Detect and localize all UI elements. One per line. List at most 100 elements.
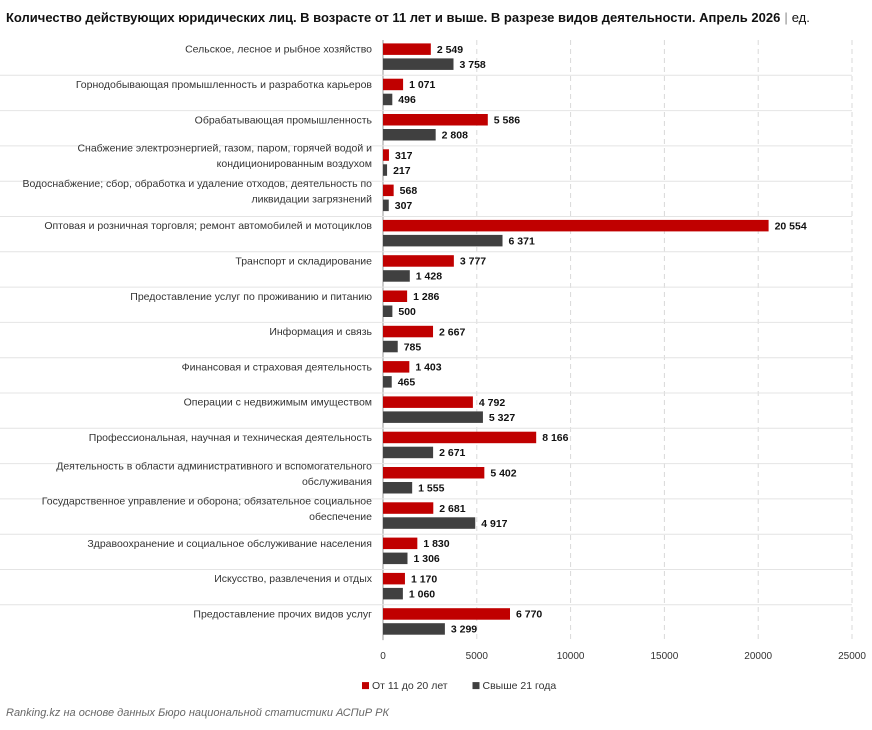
bar-series-2 bbox=[383, 93, 393, 106]
bar-series-2 bbox=[383, 199, 389, 212]
category-label: Оптовая и розничная торговля; ремонт авт… bbox=[44, 220, 372, 232]
bar-series-2 bbox=[383, 234, 503, 247]
data-label: 500 bbox=[398, 306, 416, 318]
bar-series-2 bbox=[383, 270, 410, 282]
bar-series-2 bbox=[383, 340, 398, 353]
data-label: 1 428 bbox=[416, 271, 442, 283]
bar-series-1 bbox=[383, 114, 488, 126]
legend-swatch bbox=[362, 682, 369, 690]
category-label-line: кондиционированным воздухом bbox=[217, 158, 372, 170]
bar-series-2 bbox=[383, 164, 388, 176]
category-label-line: обслуживания bbox=[302, 476, 372, 488]
data-label: 307 bbox=[395, 200, 413, 212]
category-label-line: Водоснабжение; сбор, обработка и удалени… bbox=[22, 178, 372, 190]
data-label: 568 bbox=[400, 185, 418, 197]
x-tick-label: 10000 bbox=[557, 651, 585, 662]
category-label: Государственное управление и оборона; об… bbox=[42, 496, 372, 524]
data-label: 1 306 bbox=[414, 553, 440, 565]
x-tick-label: 0 bbox=[380, 651, 386, 662]
data-label: 4 917 bbox=[481, 518, 507, 530]
category-label-line: Деятельность в области административного… bbox=[56, 460, 372, 472]
data-label: 217 bbox=[393, 165, 411, 177]
category-label-line: ликвидации загрязнений bbox=[251, 193, 372, 205]
bar-series-1 bbox=[383, 149, 389, 161]
data-label: 1 555 bbox=[418, 483, 444, 495]
category-label: Профессиональная, научная и техническая … bbox=[89, 432, 373, 444]
data-label: 496 bbox=[398, 94, 416, 106]
bar-series-2 bbox=[383, 305, 393, 317]
category-label: Искусство, развлечения и отдых bbox=[214, 573, 373, 585]
bar-series-2 bbox=[383, 552, 408, 565]
data-label: 6 770 bbox=[516, 609, 542, 621]
category-label: Предоставление услуг по проживанию и пит… bbox=[130, 291, 372, 303]
bar-series-1 bbox=[383, 290, 408, 302]
category-label: Обрабатывающая промышленность bbox=[195, 114, 373, 126]
x-tick-label: 20000 bbox=[744, 651, 772, 662]
bar-series-1 bbox=[383, 219, 769, 232]
category-label: Снабжение электроэнергией, газом, паром,… bbox=[77, 143, 372, 171]
bar-series-2 bbox=[383, 517, 476, 529]
data-label: 1 170 bbox=[411, 573, 437, 585]
bar-series-1 bbox=[383, 255, 454, 267]
legend-label: От 11 до 20 лет bbox=[372, 680, 448, 692]
data-label: 1 060 bbox=[409, 588, 435, 600]
data-label: 2 549 bbox=[437, 44, 463, 56]
bar-series-2 bbox=[383, 623, 445, 635]
bar-series-2 bbox=[383, 376, 392, 388]
bar-series-2 bbox=[383, 446, 434, 459]
data-label: 1 286 bbox=[413, 291, 439, 303]
data-label: 6 371 bbox=[509, 235, 535, 247]
chart-title: Количество действующих юридических лиц. … bbox=[6, 10, 810, 25]
bar-series-1 bbox=[383, 43, 431, 55]
data-label: 2 681 bbox=[439, 503, 465, 515]
bar-series-2 bbox=[383, 587, 403, 600]
data-label: 3 758 bbox=[460, 59, 486, 71]
data-label: 3 299 bbox=[451, 624, 477, 636]
legend-swatch bbox=[472, 682, 480, 690]
category-label: Финансовая и страховая деятельность bbox=[182, 361, 373, 373]
bar-series-2 bbox=[383, 58, 454, 70]
bar-series-1 bbox=[383, 184, 394, 197]
category-label: Горнодобывающая промышленность и разрабо… bbox=[76, 79, 373, 91]
x-tick-label: 25000 bbox=[838, 651, 866, 662]
bar-series-1 bbox=[383, 467, 485, 479]
bar-series-1 bbox=[383, 431, 537, 444]
data-label: 5 586 bbox=[494, 115, 520, 127]
category-label: Информация и связь bbox=[269, 326, 372, 338]
x-tick-label: 15000 bbox=[650, 651, 678, 662]
data-label: 1 071 bbox=[409, 79, 435, 91]
category-label: Операции с недвижимым имуществом bbox=[184, 397, 372, 409]
data-label: 2 808 bbox=[442, 130, 468, 142]
source-note: Ranking.kz на основе данных Бюро национа… bbox=[6, 707, 389, 719]
bar-series-1 bbox=[383, 361, 410, 373]
data-label: 5 327 bbox=[489, 412, 515, 424]
bar-series-2 bbox=[383, 411, 483, 423]
category-label: Транспорт и складирование bbox=[235, 255, 372, 267]
data-label: 8 166 bbox=[542, 432, 568, 444]
category-label: Деятельность в области административного… bbox=[56, 460, 372, 488]
chart-title-text: Количество действующих юридических лиц. … bbox=[6, 10, 781, 25]
data-label: 2 667 bbox=[439, 326, 465, 338]
title-separator: | bbox=[784, 10, 788, 25]
data-label: 5 402 bbox=[490, 468, 516, 480]
category-label-line: Снабжение электроэнергией, газом, паром,… bbox=[77, 143, 372, 155]
data-label: 1 830 bbox=[423, 538, 449, 550]
data-label: 317 bbox=[395, 150, 413, 162]
bar-series-1 bbox=[383, 572, 405, 585]
bar-series-1 bbox=[383, 325, 434, 338]
bar-series-1 bbox=[383, 396, 473, 408]
category-label-line: Государственное управление и оборона; об… bbox=[42, 496, 372, 508]
data-label: 1 403 bbox=[415, 362, 441, 374]
chart-unit: ед. bbox=[791, 10, 810, 25]
category-label: Здравоохранение и социальное обслуживани… bbox=[87, 538, 372, 550]
data-label: 465 bbox=[398, 377, 416, 389]
category-label: Сельское, лесное и рыбное хозяйство bbox=[185, 44, 372, 56]
bar-chart: 0 5000 10000 15000 20000 25000 Сельское, лесно… bbox=[0, 40, 866, 692]
bar-series-1 bbox=[383, 78, 404, 91]
legend-label: Свыше 21 года bbox=[483, 680, 557, 692]
data-label: 785 bbox=[404, 341, 422, 353]
category-label: Предоставление прочих видов услуг bbox=[193, 608, 372, 620]
data-label: 2 671 bbox=[439, 447, 465, 459]
data-label: 20 554 bbox=[775, 220, 807, 232]
data-label: 3 777 bbox=[460, 256, 486, 268]
